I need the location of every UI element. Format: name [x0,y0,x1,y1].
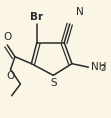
Text: O: O [6,71,15,81]
Text: N: N [76,7,83,17]
Text: O: O [3,32,11,42]
Text: NH: NH [91,62,106,72]
Text: Br: Br [30,12,43,22]
Text: S: S [50,78,57,88]
Text: 2: 2 [101,64,106,73]
